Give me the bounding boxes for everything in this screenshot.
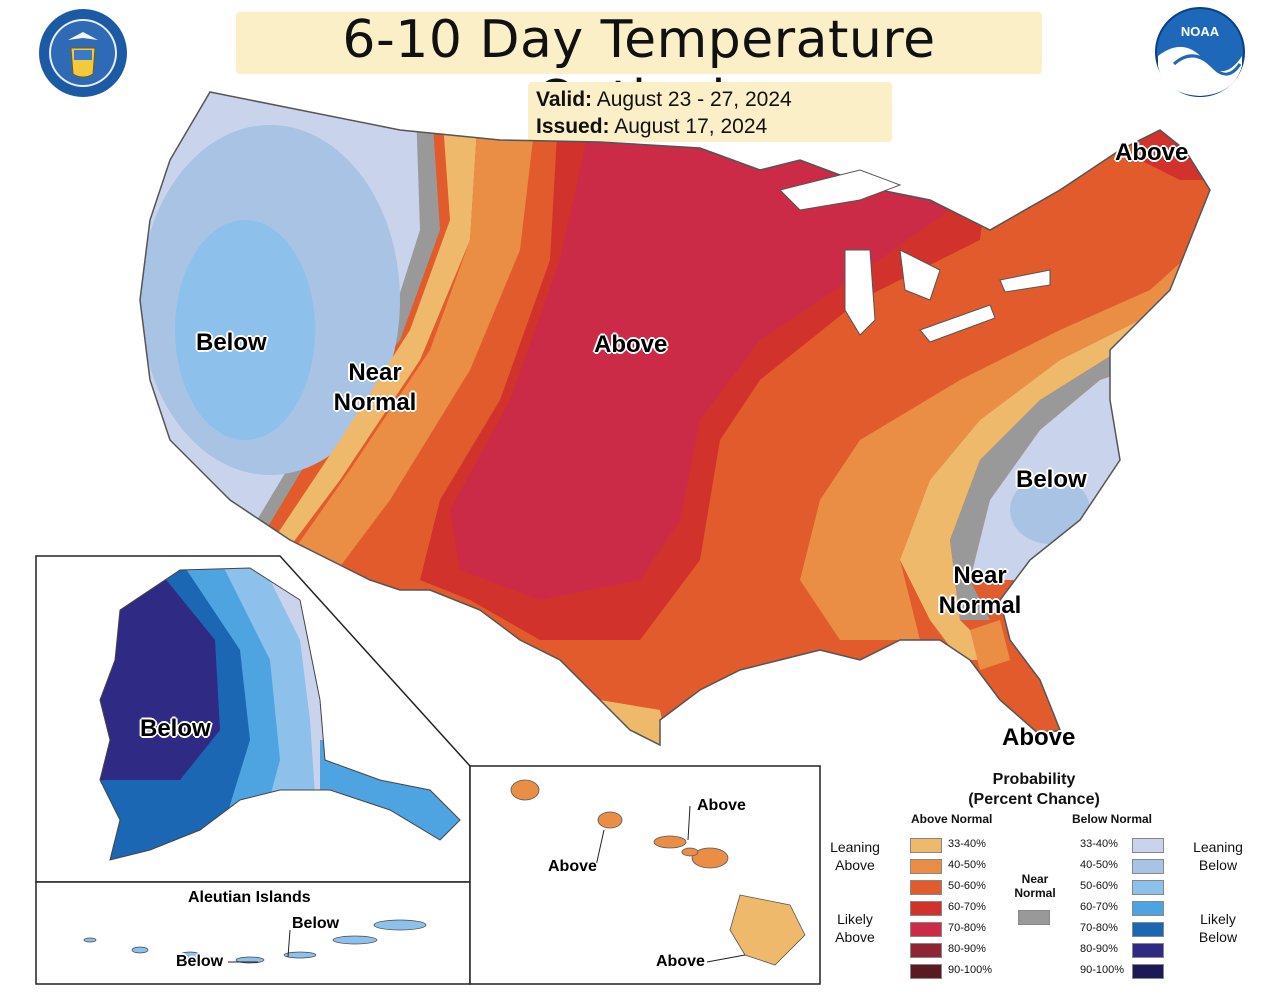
legend-below-range: 70-80% <box>1080 922 1118 934</box>
valid-label: Valid: <box>536 88 593 111</box>
label-hawaii-above-1: Above <box>697 797 746 814</box>
label-near-normal-east: Near Normal <box>938 562 1022 619</box>
legend-below-swatch <box>1132 859 1164 874</box>
label-hawaii-above-2: Above <box>548 858 597 875</box>
legend-above-range: 90-100% <box>948 964 993 976</box>
legend-above-header: Above Normal <box>911 812 993 826</box>
legend-leaning-below: Leaning Below <box>1193 839 1243 873</box>
label-aleutian-title: Aleutian Islands <box>188 889 311 906</box>
issued-label: Issued: <box>536 115 610 138</box>
lake-michigan <box>844 249 876 336</box>
label-central-above: Above <box>594 331 668 358</box>
legend-below-swatch <box>1132 964 1164 979</box>
label-near-normal-west: Near Normal <box>333 359 417 416</box>
label-west-below: Below <box>196 329 267 356</box>
legend-below-range: 90-100% <box>1080 964 1125 976</box>
lake-huron <box>899 249 941 301</box>
label-aleutian-below-2: Below <box>176 953 224 970</box>
legend-above-range: 80-90% <box>948 943 986 955</box>
legend-above-range: 33-40% <box>948 838 986 850</box>
legend-below-range: 40-50% <box>1080 859 1118 871</box>
legend-above-range: 50-60% <box>948 880 986 892</box>
lake-erie <box>919 304 996 343</box>
commerce-seal-icon <box>39 9 127 97</box>
legend-above-swatch <box>910 880 942 895</box>
legend-below-swatch <box>1132 901 1164 916</box>
legend-above-swatch <box>910 922 942 937</box>
legend-below-swatch <box>1132 943 1164 958</box>
lake-superior <box>779 169 902 211</box>
legend-near-normal-swatch <box>1018 910 1050 925</box>
legend-above-swatch <box>910 943 942 958</box>
lake-ontario <box>999 269 1051 293</box>
label-northeast-above: Above <box>1115 139 1189 166</box>
valid-row: Valid: August 23 - 27, 2024 <box>536 88 792 112</box>
legend-below-range: 50-60% <box>1080 880 1118 892</box>
dates-highlight <box>528 82 892 142</box>
noaa-logo-icon: NOAA <box>1155 7 1245 97</box>
aleutian-islands <box>83 919 427 964</box>
title-highlight <box>236 12 1042 74</box>
hawaii-islands <box>510 779 806 966</box>
legend-below-range: 33-40% <box>1080 838 1118 850</box>
legend-above-range: 60-70% <box>948 901 986 913</box>
legend-near-normal-label: Near Normal <box>1014 872 1056 900</box>
legend-above-range: 70-80% <box>948 922 986 934</box>
legend-title: Probability (Percent Chance) <box>968 771 1100 808</box>
label-florida-above: Above <box>1002 724 1076 751</box>
legend-likely-below: Likely Below <box>1198 911 1238 945</box>
legend-below-range: 80-90% <box>1080 943 1118 955</box>
legend-below-swatch <box>1132 922 1164 937</box>
label-hawaii-above-3: Above <box>656 953 705 970</box>
conus-outline <box>139 91 1211 747</box>
legend-below-swatch <box>1132 880 1164 895</box>
issued-row: Issued: August 17, 2024 <box>536 115 767 139</box>
label-southeast-below: Below <box>1016 466 1087 493</box>
legend-likely-above: Likely Above <box>835 911 875 945</box>
noaa-logo-text: NOAA <box>1181 24 1220 39</box>
label-alaska-below: Below <box>140 715 211 742</box>
valid-dates: August 23 - 27, 2024 <box>596 88 792 111</box>
legend-above-swatch <box>910 964 942 979</box>
legend-leaning-above: Leaning Above <box>830 839 880 873</box>
legend-below-header: Below Normal <box>1072 812 1153 826</box>
legend-below-swatch <box>1132 838 1164 853</box>
label-aleutian-below-1: Below <box>292 915 340 932</box>
legend-above-swatch <box>910 838 942 853</box>
legend-below-range: 60-70% <box>1080 901 1118 913</box>
legend-above-range: 40-50% <box>948 859 986 871</box>
issued-date: August 17, 2024 <box>614 115 768 138</box>
legend-above-swatch <box>910 901 942 916</box>
legend-above-swatch <box>910 859 942 874</box>
